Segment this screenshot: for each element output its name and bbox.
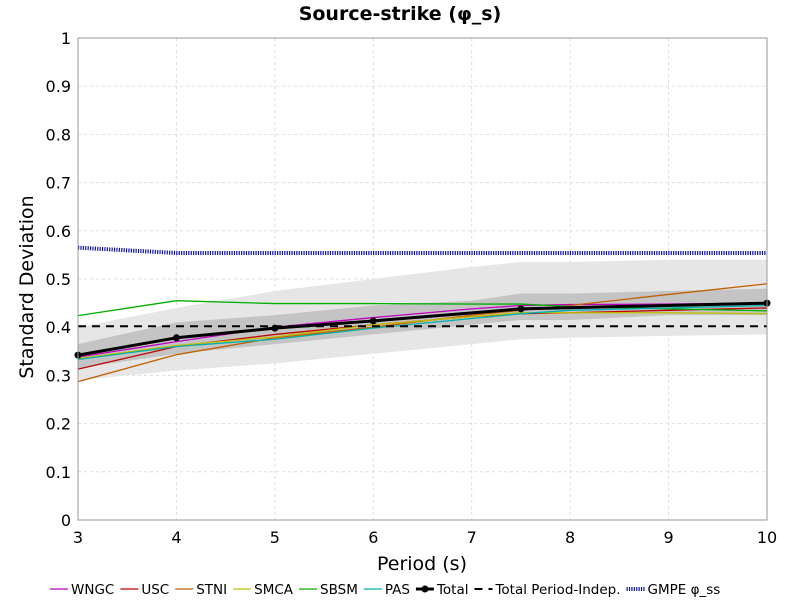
legend-item-sbsm: SBSM xyxy=(299,582,358,598)
legend: WNGC USC STNI SMCA SBSM PAS Total Total Period-… xyxy=(50,582,720,598)
y-axis-label: Standard Deviation xyxy=(16,195,38,378)
y-tick-label: 0.7 xyxy=(46,174,71,193)
data-point-total xyxy=(369,317,377,325)
y-tick-label: 0.5 xyxy=(46,270,71,289)
x-axis-label: Period (s) xyxy=(377,553,467,575)
x-tick-label: 5 xyxy=(270,528,280,547)
plot-frame xyxy=(77,37,768,521)
legend-item-total-period-indep: Total Period-Indep. xyxy=(474,582,621,598)
x-tick-label: 8 xyxy=(565,528,575,547)
legend-label: USC xyxy=(141,582,169,598)
x-tick-label: 4 xyxy=(171,528,181,547)
legend-marker xyxy=(421,585,429,593)
series-line-gmpe-ss xyxy=(77,245,767,255)
y-tick-label: 0.2 xyxy=(46,415,71,434)
legend-item-usc: USC xyxy=(120,582,169,598)
legend-label: GMPE φ_ss xyxy=(648,582,721,598)
y-tick-label: 1 xyxy=(61,29,71,48)
y-tick-label: 0.6 xyxy=(46,222,71,241)
data-point-total xyxy=(172,334,180,342)
series-line-total xyxy=(77,301,768,357)
data-point-total xyxy=(517,305,525,313)
series-lines xyxy=(74,245,771,383)
legend-label: SBSM xyxy=(320,582,358,598)
y-axis-ticks: 0 0.1 0.2 0.3 0.4 0.5 0.6 0.7 0.8 0.9 1 xyxy=(46,29,71,530)
legend-item-total: Total xyxy=(415,582,469,598)
y-tick-label: 0 xyxy=(61,511,71,530)
y-tick-label: 0.9 xyxy=(46,77,71,96)
legend-label: SMCA xyxy=(254,582,294,598)
legend-item-smca: SMCA xyxy=(233,582,294,598)
series-line-pas xyxy=(77,304,768,361)
series-line-wngc xyxy=(77,302,768,358)
y-tick-label: 0.1 xyxy=(46,463,71,482)
chart-title: Source-strike (φ_s) xyxy=(299,3,502,25)
x-tick-label: 10 xyxy=(757,528,777,547)
series-line-smca xyxy=(77,312,768,360)
y-tick-label: 0.8 xyxy=(46,125,71,144)
legend-label: STNI xyxy=(196,582,227,598)
legend-item-wngc: WNGC xyxy=(50,582,114,598)
legend-item-stni: STNI xyxy=(175,582,227,598)
legend-label: PAS xyxy=(385,582,410,598)
x-tick-label: 6 xyxy=(368,528,378,547)
legend-label: Total Period-Indep. xyxy=(494,582,620,598)
legend-item-pas: PAS xyxy=(363,582,410,598)
y-tick-label: 0.4 xyxy=(46,318,71,337)
legend-item-gmpe-ss: GMPE φ_ss xyxy=(626,582,721,598)
legend-label: Total xyxy=(436,582,469,598)
x-tick-label: 3 xyxy=(73,528,83,547)
plot-area xyxy=(74,37,771,521)
x-tick-label: 9 xyxy=(663,528,673,547)
x-axis-ticks: 3 4 5 6 7 8 9 10 xyxy=(73,528,777,547)
legend-label: WNGC xyxy=(71,582,114,598)
series-line-stni xyxy=(77,283,768,383)
x-tick-label: 7 xyxy=(467,528,477,547)
y-tick-label: 0.3 xyxy=(46,366,71,385)
